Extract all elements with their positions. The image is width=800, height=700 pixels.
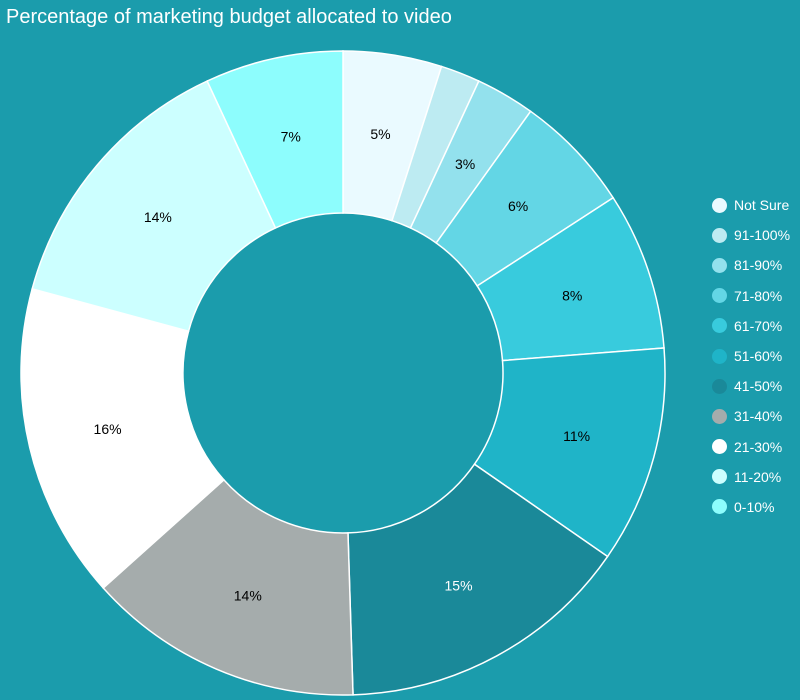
legend-label: 81-90% [734, 257, 783, 274]
legend-item[interactable]: Not Sure [712, 190, 790, 220]
legend-item[interactable]: 61-70% [712, 311, 790, 341]
legend-item[interactable]: 31-40% [712, 401, 790, 431]
slice-label: 8% [562, 287, 582, 303]
slice-label: 11% [563, 428, 590, 444]
legend-item[interactable]: 91-100% [712, 220, 790, 250]
legend-label: 41-50% [734, 378, 783, 395]
slice-label: 7% [281, 129, 301, 145]
legend-label: 61-70% [734, 317, 783, 334]
legend-label: 0-10% [734, 498, 775, 515]
slice-31-40[interactable] [102, 478, 354, 696]
legend-item[interactable]: 21-30% [712, 432, 790, 462]
legend-swatch [712, 227, 727, 243]
slice-label: 14% [144, 209, 172, 225]
slice-label: 15% [445, 578, 473, 594]
legend-label: 71-80% [734, 287, 783, 304]
slice-label: 3% [455, 156, 475, 172]
legend-swatch [712, 257, 727, 273]
legend-item[interactable]: 0-10% [712, 492, 790, 522]
legend-swatch [712, 378, 727, 394]
legend-item[interactable]: 51-60% [712, 341, 790, 371]
legend-swatch [712, 348, 727, 364]
legend-item[interactable]: 41-50% [712, 371, 790, 401]
slice-group [20, 50, 666, 696]
legend-label: 31-40% [734, 408, 783, 425]
legend-label: 91-100% [734, 227, 791, 244]
legend: Not Sure 91-100% 81-90% 71-80% 61-70% 51-60% 4… [712, 190, 790, 522]
slice-11-20[interactable] [31, 80, 277, 333]
legend-swatch [712, 197, 727, 213]
slice-label: 16% [94, 421, 122, 437]
legend-item[interactable]: 81-90% [712, 250, 790, 280]
slice-label: 14% [234, 587, 262, 603]
legend-label: 51-60% [734, 348, 783, 365]
legend-swatch [712, 439, 727, 455]
legend-label: 21-30% [734, 438, 783, 455]
slice-21-30[interactable] [20, 287, 225, 590]
legend-label: Not Sure [734, 197, 790, 214]
slice-41-50[interactable] [347, 463, 609, 696]
legend-label: 11-20% [734, 468, 782, 485]
legend-item[interactable]: 11-20% [712, 462, 790, 492]
slice-label-group: 5% 3% 6% 8% 11% 15% 14% 16% 14% 7% [94, 126, 591, 604]
legend-swatch [712, 288, 727, 304]
slice-0-10[interactable] [206, 50, 344, 229]
legend-swatch [712, 499, 727, 515]
legend-swatch [712, 408, 727, 424]
chart-title: Percentage of marketing budget allocated… [6, 6, 452, 28]
legend-swatch [712, 318, 727, 334]
legend-swatch [712, 469, 727, 485]
legend-item[interactable]: 71-80% [712, 281, 790, 311]
slice-label: 5% [370, 126, 390, 142]
slice-label: 6% [508, 198, 528, 214]
